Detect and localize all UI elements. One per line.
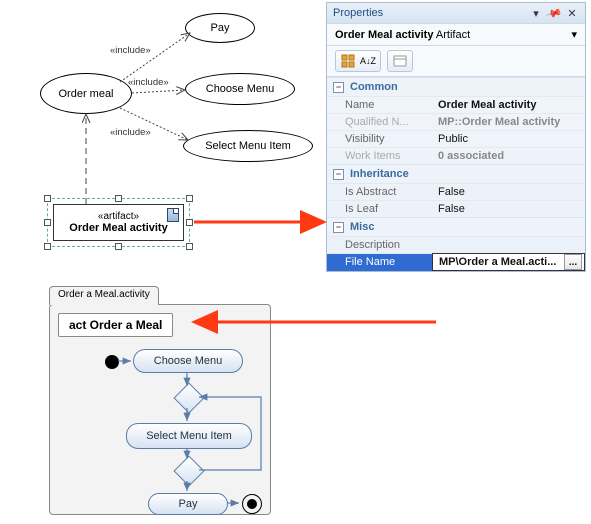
action-pay[interactable]: Pay (148, 493, 228, 515)
property-pages-group (387, 50, 413, 72)
file-name-value: MP\Order a Meal.acti... (439, 256, 556, 268)
properties-toolbar: A↓Z (327, 46, 585, 77)
section-inheritance[interactable]: − Inheritance (327, 164, 585, 183)
action-select-menu-item[interactable]: Select Menu Item (126, 423, 252, 449)
decision-node-2[interactable] (173, 455, 204, 486)
properties-object-header: Order Meal activity Artifact ▾ (327, 23, 585, 46)
final-node[interactable] (242, 494, 262, 514)
usecase-select-menu-item[interactable]: Select Menu Item (183, 130, 313, 162)
usecase-choose-menu[interactable]: Choose Menu (185, 73, 295, 105)
section-common[interactable]: − Common (327, 77, 585, 96)
activity-tab[interactable]: Order a Meal.activity (49, 286, 159, 305)
collapse-icon[interactable]: − (333, 82, 344, 93)
properties-titlebar[interactable]: Properties ▾ 📌 ✕ (327, 3, 585, 23)
section-common-label: Common (350, 81, 398, 93)
artifact-stereotype: «artifact» (64, 211, 173, 222)
section-misc[interactable]: − Misc (327, 217, 585, 236)
categorized-icon[interactable] (340, 53, 356, 69)
canvas: Order meal Pay Choose Menu Select Menu I… (0, 0, 591, 524)
pin-icon[interactable]: 📌 (544, 3, 563, 22)
artifact-name: Order Meal activity (64, 222, 173, 234)
usecase-pay[interactable]: Pay (185, 13, 255, 43)
object-type: Artifact (436, 29, 470, 41)
usecase-order-meal[interactable]: Order meal (40, 73, 132, 114)
alphabetical-icon[interactable]: A↓Z (360, 53, 376, 69)
collapse-icon[interactable]: − (333, 222, 344, 233)
include-label-3: «include» (110, 127, 151, 138)
properties-panel: Properties ▾ 📌 ✕ Order Meal activity Art… (326, 2, 586, 272)
common-grid: Name Order Meal activity Qualified N... … (327, 96, 585, 164)
object-name: Order Meal activity (335, 29, 433, 41)
document-icon (167, 208, 179, 222)
activity-diagram-frame[interactable]: Order a Meal.activity act Order a Meal C… (49, 304, 271, 515)
include-label-2: «include» (128, 77, 169, 88)
sort-buttons-group: A↓Z (335, 50, 381, 72)
property-pages-icon[interactable] (392, 53, 408, 69)
collapse-icon[interactable]: − (333, 169, 344, 180)
decision-node-1[interactable] (173, 382, 204, 413)
section-inheritance-label: Inheritance (350, 168, 409, 180)
browse-button[interactable]: ... (564, 254, 582, 270)
inheritance-grid: Is Abstract False Is Leaf False (327, 183, 585, 217)
misc-grid: Description File Name MP\Order a Meal.ac… (327, 236, 585, 271)
activity-title: act Order a Meal (58, 313, 173, 337)
action-choose-menu[interactable]: Choose Menu (133, 349, 243, 373)
artifact-order-meal-activity[interactable]: «artifact» Order Meal activity (53, 204, 184, 241)
section-misc-label: Misc (350, 221, 374, 233)
properties-title-text: Properties (333, 7, 383, 19)
object-dropdown-icon[interactable]: ▾ (571, 28, 577, 41)
include-label-1: «include» (110, 45, 151, 56)
initial-node[interactable] (105, 355, 119, 369)
dropdown-icon[interactable]: ▾ (529, 6, 543, 20)
close-icon[interactable]: ✕ (565, 6, 579, 20)
